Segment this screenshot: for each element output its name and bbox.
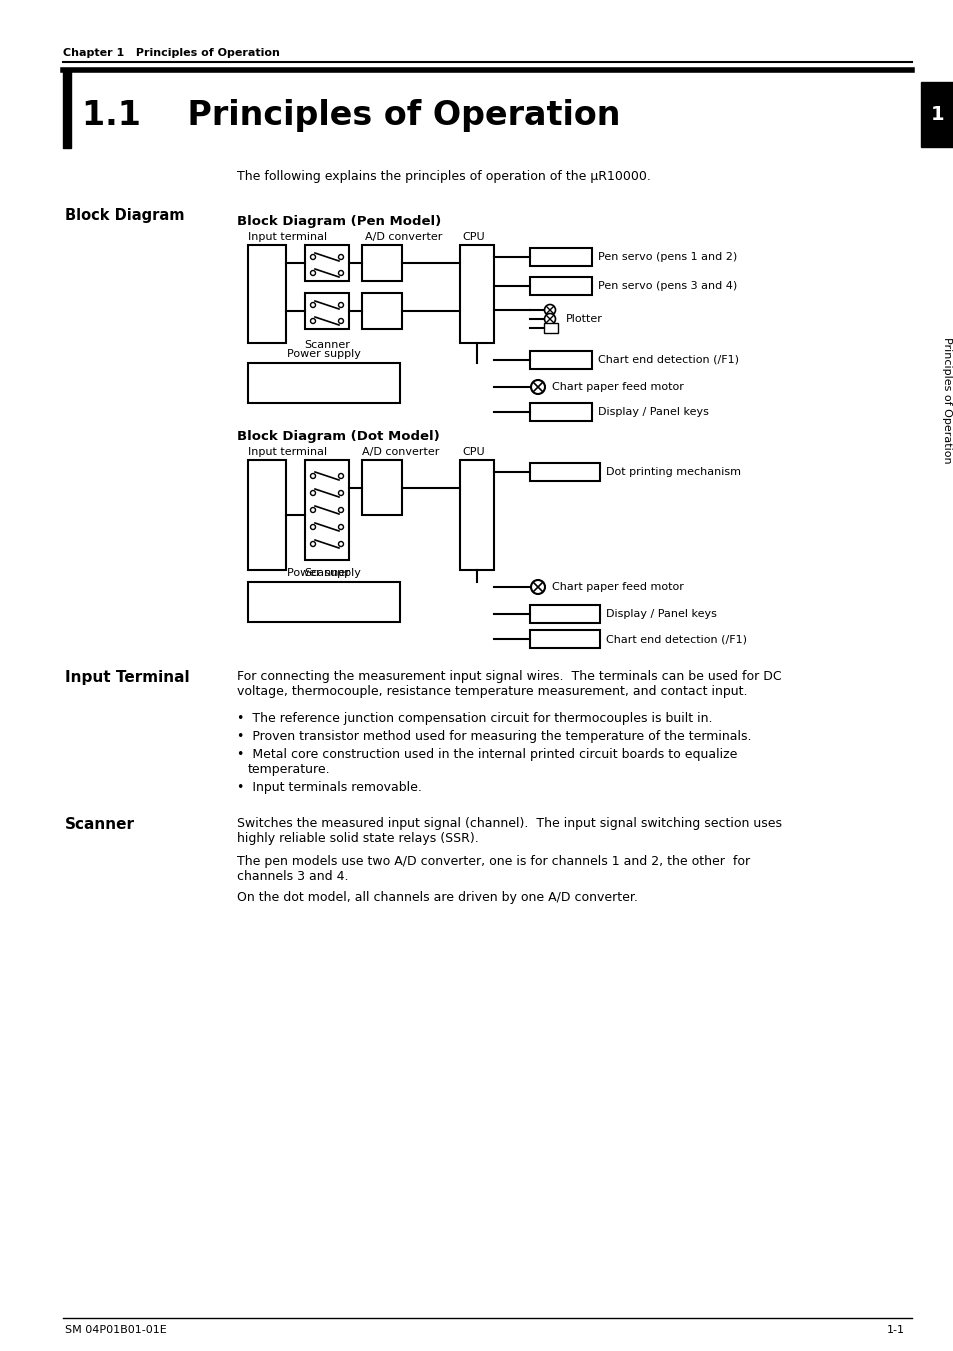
Circle shape	[338, 303, 343, 308]
Bar	[305, 459, 349, 561]
Text: For connecting the measurement input signal wires.  The terminals can be used fo: For connecting the measurement input sig…	[236, 670, 781, 698]
Text: Scanner: Scanner	[304, 340, 350, 350]
Text: Plotter: Plotter	[565, 313, 602, 324]
Circle shape	[338, 508, 343, 512]
Circle shape	[544, 313, 555, 324]
Text: Block Diagram (Pen Model): Block Diagram (Pen Model)	[236, 215, 441, 228]
Circle shape	[531, 580, 544, 594]
Text: Power supply: Power supply	[287, 567, 360, 578]
Text: Input Terminal: Input Terminal	[65, 670, 190, 685]
Text: •  Metal core construction used in the internal printed circuit boards to equali: • Metal core construction used in the in…	[236, 748, 737, 761]
Text: On the dot model, all channels are driven by one A/D converter.: On the dot model, all channels are drive…	[236, 892, 638, 904]
Bar	[361, 293, 401, 330]
Text: •  Input terminals removable.: • Input terminals removable.	[236, 781, 421, 794]
Circle shape	[338, 473, 343, 478]
Text: Dot printing mechanism: Dot printing mechanism	[605, 467, 740, 477]
Text: Pen servo (pens 1 and 2): Pen servo (pens 1 and 2)	[598, 253, 737, 262]
Text: temperature.: temperature.	[248, 763, 331, 775]
Bar	[530, 277, 592, 295]
Text: Chart paper feed motor: Chart paper feed motor	[552, 382, 683, 392]
Circle shape	[310, 254, 315, 259]
Text: 1-1: 1-1	[886, 1325, 904, 1335]
Bar	[305, 245, 349, 281]
Bar	[530, 463, 599, 481]
Bar	[530, 403, 592, 422]
Text: CPU: CPU	[461, 232, 484, 242]
Text: Scanner: Scanner	[65, 817, 135, 832]
Text: Power supply: Power supply	[287, 349, 360, 359]
Text: •  Proven transistor method used for measuring the temperature of the terminals.: • Proven transistor method used for meas…	[236, 730, 751, 743]
Text: Display / Panel keys: Display / Panel keys	[598, 407, 708, 417]
Bar	[361, 245, 401, 281]
Bar	[248, 582, 399, 621]
Circle shape	[544, 304, 555, 316]
Text: 1: 1	[930, 105, 943, 124]
Text: A/D converter: A/D converter	[361, 447, 439, 457]
Bar	[63, 70, 71, 149]
Bar	[530, 351, 592, 369]
Text: SM 04P01B01-01E: SM 04P01B01-01E	[65, 1325, 167, 1335]
Text: Block Diagram (Dot Model): Block Diagram (Dot Model)	[236, 430, 439, 443]
Text: Scanner: Scanner	[304, 567, 350, 578]
Circle shape	[310, 270, 315, 276]
Text: 1.1    Principles of Operation: 1.1 Principles of Operation	[82, 99, 619, 131]
Circle shape	[338, 319, 343, 323]
Circle shape	[338, 542, 343, 547]
Circle shape	[310, 319, 315, 323]
Circle shape	[338, 524, 343, 530]
Circle shape	[310, 542, 315, 547]
Bar	[459, 459, 494, 570]
Circle shape	[310, 524, 315, 530]
Text: Block Diagram: Block Diagram	[65, 208, 184, 223]
Bar	[248, 245, 286, 343]
Bar	[530, 630, 599, 648]
Text: Pen servo (pens 3 and 4): Pen servo (pens 3 and 4)	[598, 281, 737, 290]
Text: •  The reference junction compensation circuit for thermocouples is built in.: • The reference junction compensation ci…	[236, 712, 712, 725]
Text: Chart end detection (/F1): Chart end detection (/F1)	[598, 355, 739, 365]
Bar	[361, 459, 401, 515]
Text: The pen models use two A/D converter, one is for channels 1 and 2, the other  fo: The pen models use two A/D converter, on…	[236, 855, 749, 884]
Text: Chart paper feed motor: Chart paper feed motor	[552, 582, 683, 592]
Text: Display / Panel keys: Display / Panel keys	[605, 609, 716, 619]
Text: Input terminal: Input terminal	[248, 447, 327, 457]
Text: The following explains the principles of operation of the μR10000.: The following explains the principles of…	[236, 170, 650, 182]
Circle shape	[310, 508, 315, 512]
Bar	[248, 459, 286, 570]
Text: A/D converter: A/D converter	[365, 232, 442, 242]
Text: Principles of Operation: Principles of Operation	[941, 336, 951, 463]
Bar	[530, 249, 592, 266]
Text: CPU: CPU	[461, 447, 484, 457]
Bar	[305, 293, 349, 330]
Circle shape	[338, 490, 343, 496]
Text: Chapter 1   Principles of Operation: Chapter 1 Principles of Operation	[63, 49, 279, 58]
Circle shape	[338, 254, 343, 259]
Bar	[248, 363, 399, 403]
Circle shape	[310, 490, 315, 496]
Circle shape	[310, 303, 315, 308]
Bar	[530, 605, 599, 623]
Text: Switches the measured input signal (channel).  The input signal switching sectio: Switches the measured input signal (chan…	[236, 817, 781, 844]
Bar	[459, 245, 494, 343]
Bar	[920, 82, 953, 147]
Circle shape	[310, 473, 315, 478]
Text: Chart end detection (/F1): Chart end detection (/F1)	[605, 634, 746, 644]
Circle shape	[338, 270, 343, 276]
Text: Input terminal: Input terminal	[248, 232, 327, 242]
Bar	[543, 323, 558, 332]
Circle shape	[531, 380, 544, 394]
